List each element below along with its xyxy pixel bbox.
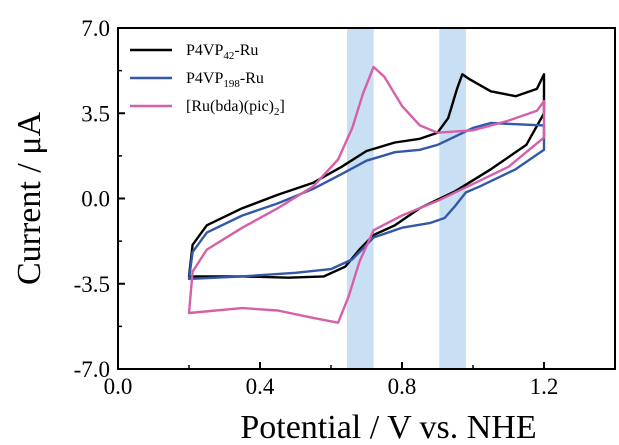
y-tick-label: -7.0 [74, 357, 110, 382]
highlight-band-1 [346, 28, 374, 369]
axis-ticks: 0.0 0.4 0.8 1.2 -7.0 -3.5 0.0 3.5 7.0 [74, 16, 559, 399]
x-tick-label: 0.8 [388, 374, 417, 399]
x-axis-label: Potential / V vs. NHE [240, 409, 536, 445]
legend-label-1: P4VP42-Ru [186, 42, 258, 62]
plot-area [187, 65, 546, 324]
y-tick-label: 0.0 [81, 187, 110, 212]
x-tick-label: 0.4 [246, 374, 275, 399]
legend-label-2: P4VP198-Ru [186, 70, 264, 90]
series-line-3 [187, 65, 546, 324]
x-tick-label: 1.2 [530, 374, 559, 399]
y-tick-label: 7.0 [81, 16, 110, 41]
legend: P4VP42-Ru P4VP198-Ru [Ru(bda)(pic)2] [130, 42, 285, 118]
y-tick-label: -3.5 [74, 272, 110, 297]
legend-label-3: [Ru(bda)(pic)2] [186, 98, 285, 118]
x-tick-label: 0.0 [104, 374, 133, 399]
y-axis-label: Current / μA [11, 112, 48, 286]
y-tick-label: 3.5 [81, 101, 110, 126]
highlight-bands [346, 28, 466, 369]
